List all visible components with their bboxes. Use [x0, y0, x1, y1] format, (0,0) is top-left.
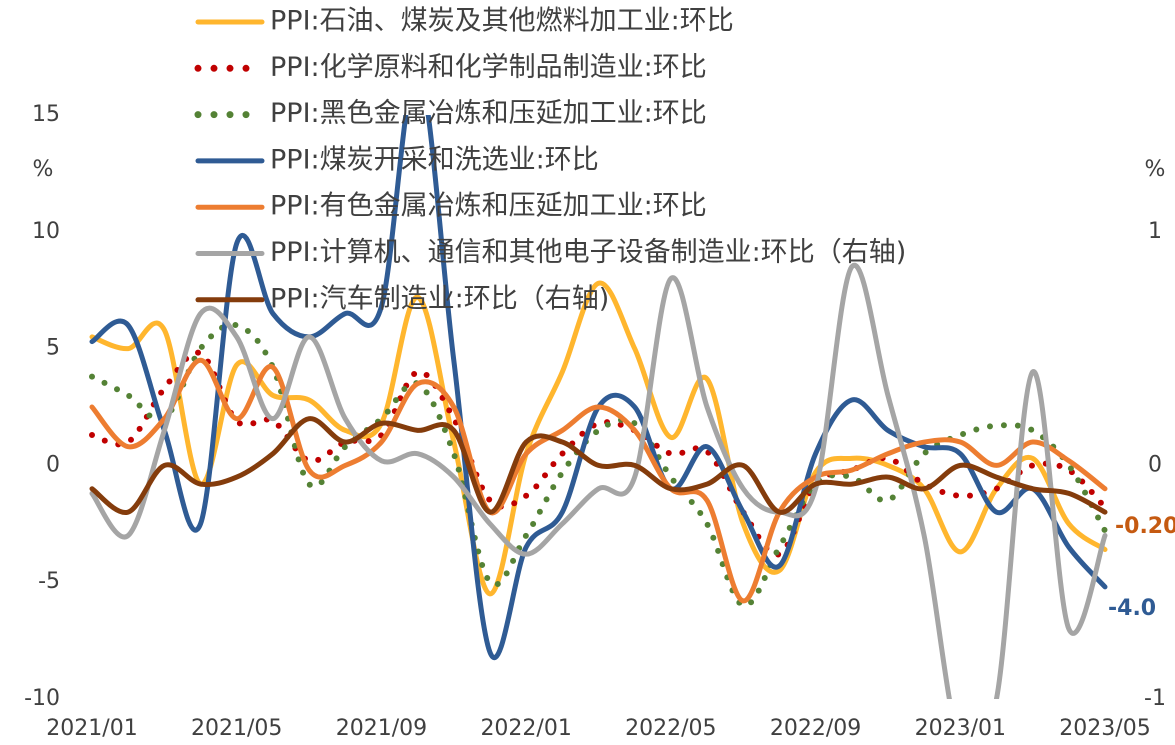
x-tick-label: 2023/01: [915, 716, 1006, 741]
series-line: [89, 416, 1108, 515]
y2-tick-label: 0: [1148, 452, 1162, 477]
y2-tick-label: 1: [1148, 219, 1162, 244]
x-tick-label: 2021/05: [191, 716, 282, 741]
y-tick-label: 15: [32, 102, 60, 127]
y2-tick-label: -1: [1144, 686, 1166, 711]
legend-label: PPI:有色金属冶炼和压延加工业:环比: [270, 191, 707, 222]
plot-area: [89, 115, 1108, 699]
series-line: [89, 115, 1108, 660]
series-line: [89, 262, 1108, 699]
y-axis-label: %: [33, 157, 54, 182]
x-tick-label: 2023/05: [1059, 716, 1150, 741]
x-tick-label: 2022/05: [625, 716, 716, 741]
annotation: -4.0: [1108, 596, 1156, 621]
legend: PPI:石油、煤炭及其他燃料加工业:环比 PPI:化学原料和化学制品制造业:环比 P…: [194, 6, 906, 314]
x-tick-label: 2021/01: [46, 716, 137, 741]
series-line: [89, 357, 1108, 604]
x-tick-label: 2022/09: [770, 716, 861, 741]
legend-label: PPI:黑色金属冶炼和压延加工业:环比: [270, 98, 707, 129]
legend-label: PPI:汽车制造业:环比（右轴): [270, 283, 609, 314]
series-line: [89, 321, 1108, 609]
y-tick-label: 10: [32, 219, 60, 244]
y-tick-label: -5: [38, 569, 60, 594]
y-tick-label: 5: [46, 336, 60, 361]
y-tick-label: 0: [46, 452, 60, 477]
legend-label: PPI:煤炭开采和洗选业:环比: [270, 144, 599, 175]
y2-axis-label: %: [1145, 157, 1166, 182]
legend-label: PPI:石油、煤炭及其他燃料加工业:环比: [270, 6, 734, 37]
y-tick-label: -10: [24, 686, 60, 711]
legend-label: PPI:化学原料和化学制品制造业:环比: [270, 52, 707, 83]
series-line: [89, 349, 1108, 558]
legend-label: PPI:计算机、通信和其他电子设备制造业:环比（右轴): [270, 237, 906, 268]
x-tick-label: 2021/09: [336, 716, 427, 741]
annotation: -0.20: [1115, 514, 1175, 539]
x-tick-label: 2022/01: [480, 716, 571, 741]
